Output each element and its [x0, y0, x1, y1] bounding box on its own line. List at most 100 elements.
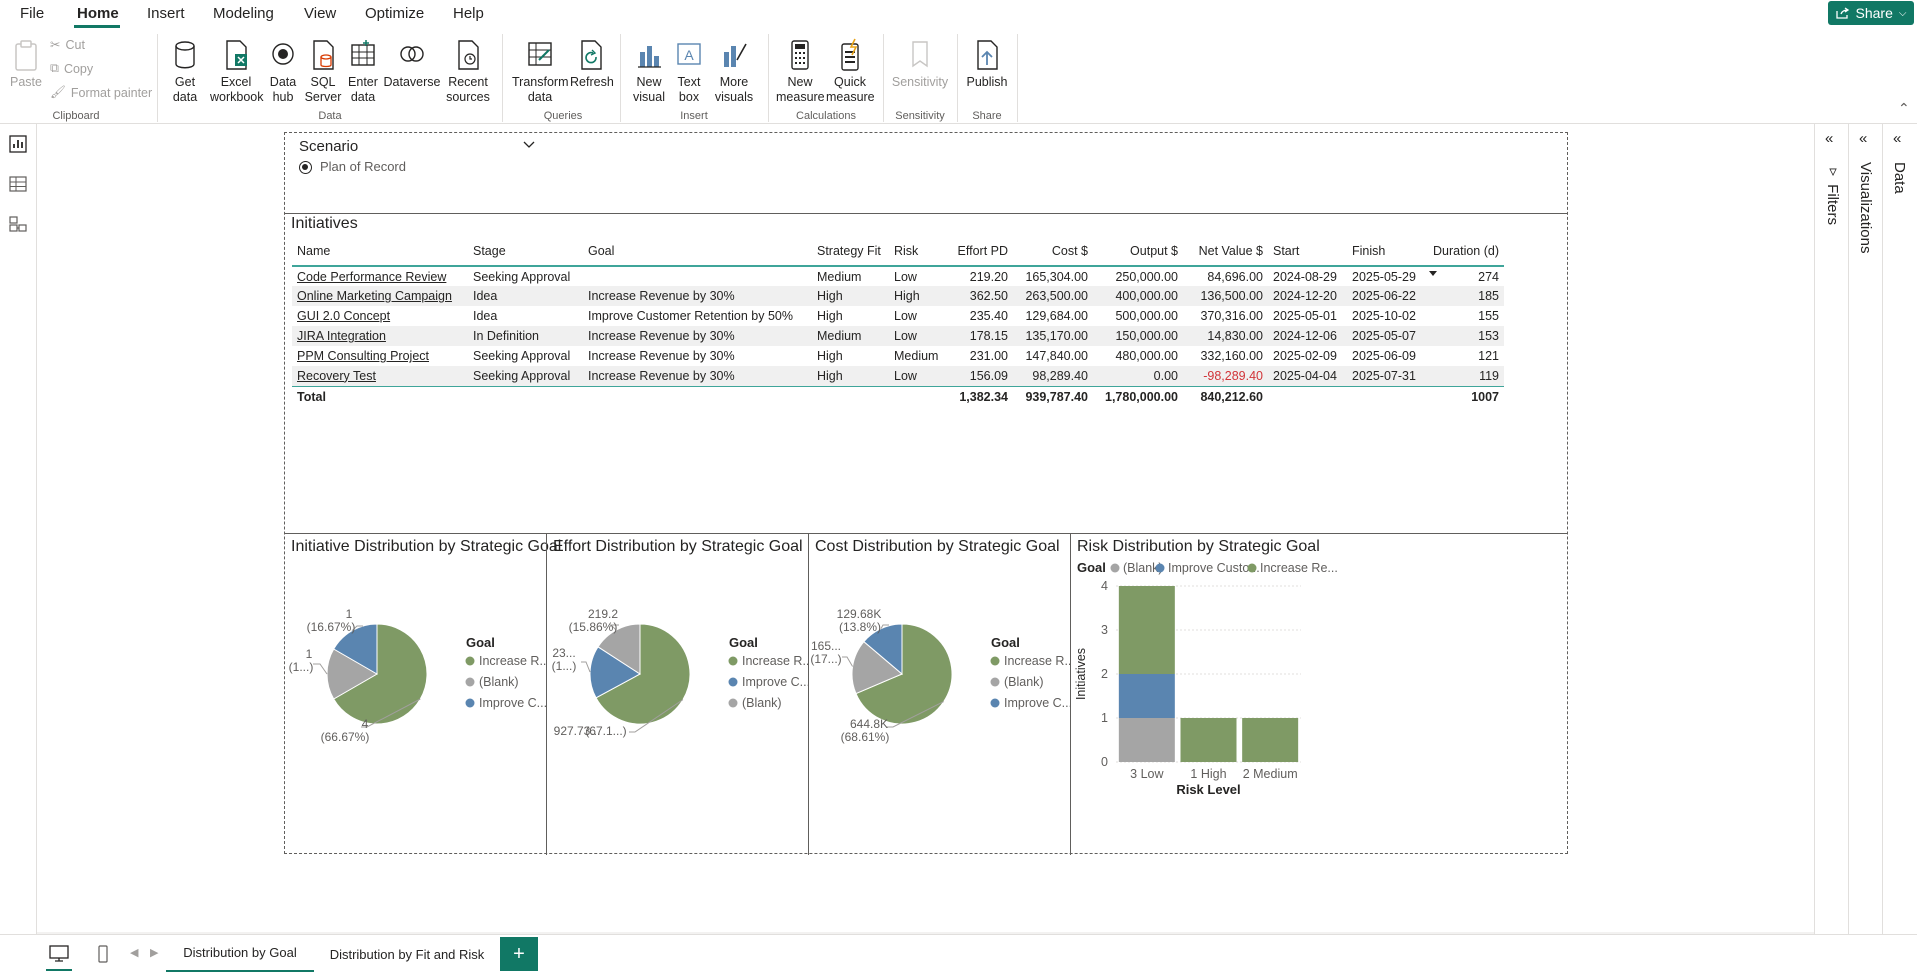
initiative-name-link[interactable]: PPM Consulting Project — [297, 349, 430, 363]
risk-bar-visual[interactable]: Risk Distribution by Strategic Goal Goal… — [1070, 534, 1567, 855]
chevron-down-icon[interactable] — [522, 139, 536, 149]
column-header[interactable]: Net Value $ — [1183, 236, 1268, 267]
publish-button[interactable]: Publish — [965, 38, 1009, 90]
y-tick-label: 0 — [1101, 755, 1108, 769]
new-visual-button[interactable]: New visual — [630, 38, 668, 105]
expand-visualizations-icon[interactable]: « — [1859, 130, 1868, 147]
excel-workbook-button[interactable]: Excel workbook — [210, 38, 264, 105]
model-view-icon[interactable] — [8, 214, 28, 234]
total-cell: Total — [297, 390, 326, 405]
table-cell: 2025-05-07 — [1347, 326, 1426, 346]
menu-home[interactable]: Home — [77, 5, 119, 22]
dataverse-button[interactable]: Dataverse — [383, 38, 441, 90]
total-cell — [812, 386, 889, 408]
expand-data-icon[interactable]: « — [1893, 130, 1902, 147]
paste-button[interactable]: Paste — [8, 38, 44, 90]
text-box-icon: A — [677, 43, 701, 65]
data-label-percent: (67.1...) — [585, 724, 626, 738]
initiative-name-link[interactable]: Code Performance Review — [297, 269, 447, 284]
chevron-right-icon[interactable]: ▶ — [150, 947, 159, 959]
column-header[interactable]: Strategy Fit — [812, 236, 889, 267]
column-header[interactable]: Start — [1268, 236, 1347, 267]
report-view-icon[interactable] — [8, 134, 28, 154]
sensitivity-button[interactable]: Sensitivity — [891, 38, 949, 90]
column-header[interactable]: Output $ — [1093, 236, 1183, 267]
new-measure-button[interactable]: New measure — [776, 38, 825, 105]
menu-help[interactable]: Help — [453, 5, 484, 22]
table-cell: Idea — [468, 286, 583, 306]
x-axis-label: Risk Level — [1176, 782, 1240, 797]
recent-sources-button[interactable]: Recent sources — [445, 38, 491, 105]
bar-chart-icon — [638, 46, 661, 68]
total-cell — [1268, 386, 1347, 408]
table-row[interactable]: Recovery Test Seeking Approval Increase Re… — [292, 366, 1504, 387]
add-page-button[interactable]: + — [500, 937, 538, 971]
column-header[interactable]: Effort PD — [949, 236, 1013, 267]
table-row[interactable]: Code Performance Review Seeking Approval M… — [292, 266, 1504, 286]
slicer-radio[interactable] — [299, 161, 312, 174]
copy-button[interactable]: ⧉ Copy — [50, 61, 94, 76]
column-header[interactable]: Duration (d) — [1426, 236, 1504, 267]
filters-pane[interactable]: « ▿ Filters — [1814, 124, 1848, 934]
mobile-layout-icon[interactable] — [96, 944, 110, 964]
table-cell: 250,000.00 — [1115, 269, 1178, 284]
tab-distribution-by-goal[interactable]: Distribution by Goal — [166, 935, 314, 972]
visual-divider — [285, 533, 1567, 534]
table-cell: Seeking Approval — [473, 269, 571, 284]
visualizations-pane[interactable]: « Visualizations — [1848, 124, 1882, 934]
sql-server-button[interactable]: SQL Server — [304, 38, 342, 105]
effort-pie-visual[interactable]: Effort Distribution by Strategic Goal 92… — [546, 534, 809, 855]
desktop-layout-icon[interactable] — [48, 944, 70, 964]
menu-view[interactable]: View — [304, 5, 337, 22]
get-data-button[interactable]: Get data — [164, 38, 206, 105]
sort-descending-icon[interactable] — [1429, 271, 1437, 276]
text-box-button[interactable]: A Text box — [671, 38, 707, 105]
menu-insert[interactable]: Insert — [147, 5, 185, 22]
column-header[interactable]: Goal — [583, 236, 812, 267]
table-row[interactable]: Online Marketing Campaign Idea Increase Re… — [292, 286, 1504, 306]
table-row[interactable]: GUI 2.0 Concept Idea Improve Customer Rete… — [292, 306, 1504, 326]
cut-button[interactable]: ✂ Cut — [50, 37, 85, 53]
data-pane[interactable]: « Data — [1882, 124, 1917, 934]
refresh-button[interactable]: Refresh — [570, 38, 614, 90]
table-total-row: Total 1,382.34 939,787.40 1,780,000.00 840,2… — [292, 386, 1504, 408]
chevron-left-icon[interactable]: ◀ — [130, 947, 139, 959]
legend-marker — [990, 698, 1000, 708]
initiatives-table[interactable]: Name Stage Goal Strategy Fit Risk Effort… — [292, 236, 1504, 408]
transform-data-button[interactable]: Transform data — [512, 38, 569, 105]
legend-marker — [728, 698, 738, 708]
data-label: 1 — [346, 607, 353, 621]
table-row[interactable]: PPM Consulting Project Seeking Approval In… — [292, 346, 1504, 366]
table-view-icon[interactable] — [8, 174, 28, 194]
table-row[interactable]: JIRA Integration In Definition Increase Re… — [292, 326, 1504, 346]
initiative-name-link[interactable]: Online Marketing Campaign — [292, 286, 468, 306]
expand-filters-icon[interactable]: « — [1825, 130, 1834, 147]
table-header-row: Name Stage Goal Strategy Fit Risk Effort… — [292, 236, 1504, 267]
scissors-icon: ✂ — [50, 38, 61, 52]
legend-title: Goal — [1077, 560, 1106, 575]
menu-optimize[interactable]: Optimize — [365, 5, 425, 22]
column-header[interactable]: Cost $ — [1013, 236, 1093, 267]
initiative-pie-visual[interactable]: Initiative Distribution by Strategic Goa… — [285, 534, 562, 855]
collapse-ribbon-icon[interactable]: ⌃ — [1898, 100, 1910, 116]
column-header[interactable]: Stage — [468, 236, 583, 267]
table-cell: 156.09 — [949, 366, 1013, 387]
column-header[interactable]: Risk — [889, 236, 949, 267]
menu-modeling[interactable]: Modeling — [213, 5, 274, 22]
initiative-name-link[interactable]: JIRA Integration — [292, 326, 468, 346]
table-cell: 500,000.00 — [1115, 309, 1178, 323]
column-header[interactable]: Finish — [1347, 236, 1426, 267]
share-button[interactable]: Share ⌵ — [1828, 1, 1914, 25]
initiative-name-link[interactable]: GUI 2.0 Concept — [297, 309, 391, 323]
more-visuals-button[interactable]: More visuals — [710, 38, 758, 105]
initiative-name-link[interactable]: Recovery Test — [292, 366, 468, 387]
tab-distribution-by-fit-and-risk[interactable]: Distribution by Fit and Risk — [329, 946, 485, 962]
column-header[interactable]: Name — [292, 236, 468, 267]
quick-measure-button[interactable]: Quick measure — [826, 38, 875, 105]
menu-file[interactable]: File — [20, 5, 45, 22]
data-hub-button[interactable]: Data hub — [263, 38, 303, 105]
enter-data-button[interactable]: Enter data — [344, 38, 382, 105]
format-painter-button[interactable]: 🖌 Format painter — [50, 85, 153, 100]
cost-pie-visual[interactable]: Cost Distribution by Strategic Goal 644.… — [808, 534, 1071, 855]
view-switcher — [0, 124, 37, 934]
